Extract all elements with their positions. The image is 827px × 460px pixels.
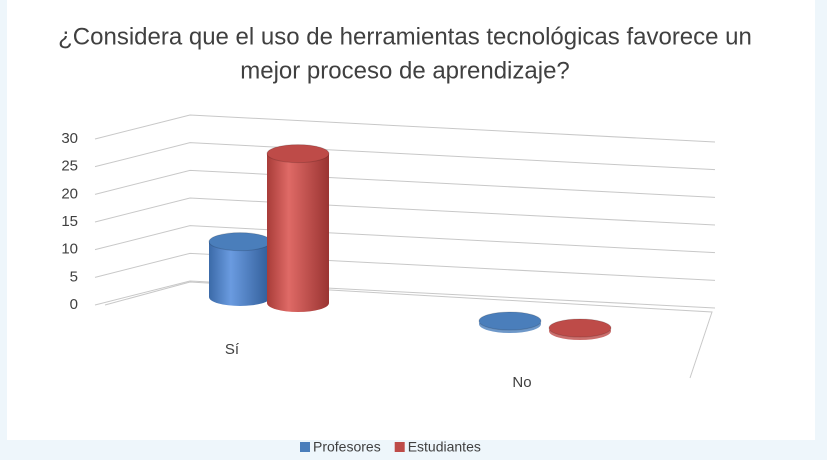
grid-line bbox=[94, 197, 716, 226]
bar-body bbox=[267, 153, 329, 312]
y-tick-label: 0 bbox=[70, 296, 78, 313]
bar-top bbox=[478, 311, 542, 331]
grid-line bbox=[94, 225, 716, 254]
legend-swatch bbox=[394, 442, 405, 452]
x-tick-label: Sí bbox=[225, 341, 240, 358]
bar-body bbox=[209, 241, 271, 306]
grid-line bbox=[94, 169, 716, 198]
bar bbox=[548, 318, 612, 340]
y-tick-label: 20 bbox=[61, 185, 78, 202]
legend-label: Profesores bbox=[313, 439, 381, 455]
bar-top bbox=[548, 318, 612, 338]
x-tick-label: No bbox=[512, 374, 531, 391]
legend-label: Estudiantes bbox=[408, 439, 481, 455]
bar bbox=[478, 311, 542, 333]
y-tick-label: 30 bbox=[61, 130, 78, 147]
y-tick-label: 10 bbox=[61, 241, 78, 258]
y-tick-label: 5 bbox=[70, 268, 78, 285]
bar-top bbox=[266, 144, 330, 164]
legend-swatch bbox=[300, 442, 310, 452]
floor bbox=[104, 281, 713, 379]
bar bbox=[266, 144, 330, 312]
bar bbox=[208, 232, 272, 306]
bar-top bbox=[208, 232, 272, 252]
y-tick-label: 15 bbox=[61, 213, 78, 230]
grid-line bbox=[94, 142, 716, 171]
chart-title: ¿Considera que el uso de herramientas te… bbox=[58, 23, 752, 50]
grid-line bbox=[94, 114, 716, 143]
grid-line bbox=[94, 252, 716, 281]
grid-line bbox=[94, 280, 716, 309]
y-tick-label: 25 bbox=[61, 158, 78, 175]
chart-area bbox=[7, 0, 815, 440]
chart-title: mejor proceso de aprendizaje? bbox=[240, 57, 570, 84]
